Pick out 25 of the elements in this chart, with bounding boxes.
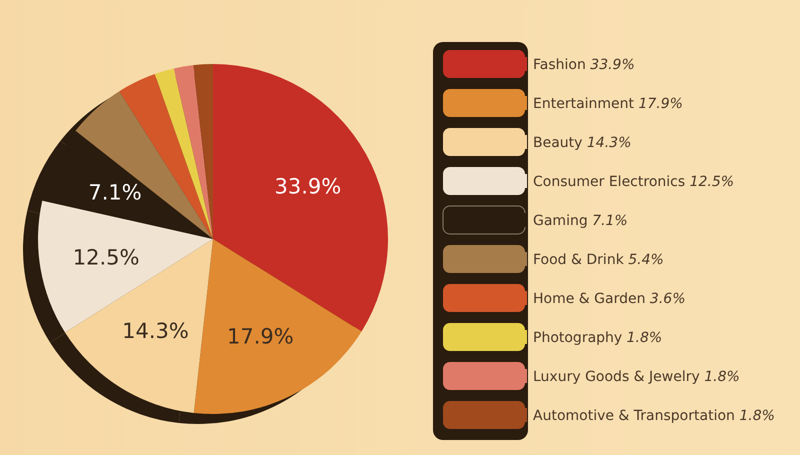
text: 17.9%	[638, 96, 683, 112]
legend-label: Food & Drink	[533, 252, 625, 268]
data-label: 33.9%	[274, 174, 342, 198]
data-label: 1.8%	[734, 408, 775, 424]
text: 14.3%	[586, 135, 632, 151]
legend-label: Fashion	[533, 57, 586, 73]
legend-label: Consumer Electronics	[533, 174, 686, 190]
data-label: 5.4%	[624, 252, 664, 268]
legend-label: Beauty	[533, 135, 582, 151]
data-label: 17.9%	[227, 324, 294, 349]
data-label: 7.1%	[88, 180, 142, 204]
text: 33.9%	[590, 57, 635, 73]
legend-label: Automotive & Transportation	[533, 408, 735, 424]
data-label: 3.6%	[645, 291, 686, 307]
data-label: 1.8%	[700, 369, 740, 385]
data-label: 1.8%	[622, 330, 662, 346]
data-label: 12.5%	[72, 245, 140, 270]
legend-label: Photography	[533, 330, 622, 346]
legend-label: Home & Garden	[533, 291, 646, 307]
data-label: 14.3%	[122, 319, 189, 344]
text: 7.1%	[592, 213, 628, 229]
text: 12.5%	[690, 174, 734, 190]
legend-label: Luxury Goods & Jewelry	[533, 369, 700, 385]
legend-label: Gaming	[533, 213, 588, 229]
legend-label: Entertainment	[533, 96, 635, 112]
